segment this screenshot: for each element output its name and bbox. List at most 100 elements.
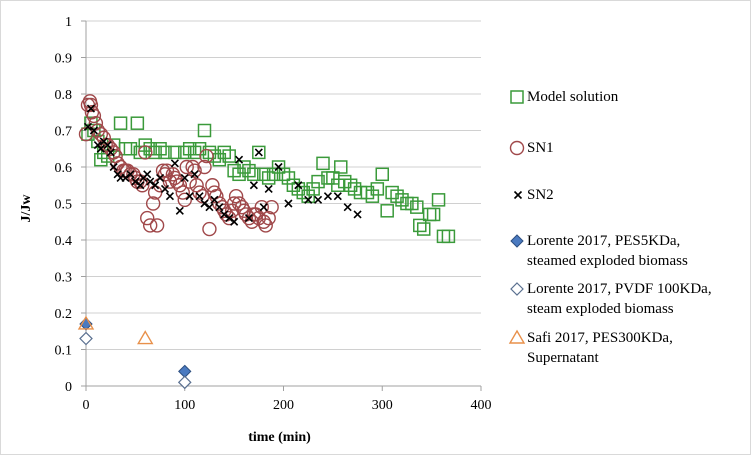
data-points bbox=[77, 94, 456, 390]
data-point bbox=[313, 195, 323, 204]
data-point bbox=[220, 210, 229, 219]
data-point bbox=[257, 167, 271, 182]
data-point bbox=[113, 116, 128, 130]
data-point bbox=[136, 181, 145, 190]
data-point bbox=[160, 184, 170, 193]
data-point bbox=[130, 116, 145, 130]
y-tick-label: 0.4 bbox=[55, 234, 73, 249]
data-point bbox=[187, 163, 202, 178]
data-point bbox=[212, 196, 227, 211]
data-point bbox=[189, 178, 204, 193]
data-point bbox=[162, 174, 178, 189]
data-point bbox=[149, 218, 165, 233]
axes bbox=[81, 20, 482, 391]
data-point bbox=[197, 159, 212, 175]
data-point bbox=[426, 207, 441, 222]
legend-entry-5: Safi 2017, PES300KDa, Supernatant bbox=[508, 329, 673, 366]
data-point bbox=[225, 214, 234, 223]
legend-marker bbox=[508, 329, 526, 344]
series-3 bbox=[79, 317, 192, 379]
data-point bbox=[145, 196, 161, 211]
data-point bbox=[365, 189, 380, 203]
y-tick-label: 1 bbox=[65, 15, 72, 30]
data-point bbox=[178, 145, 192, 160]
data-point bbox=[395, 193, 409, 207]
data-point bbox=[276, 167, 291, 182]
data-point bbox=[234, 155, 244, 164]
data-point bbox=[331, 178, 345, 192]
data-point bbox=[217, 145, 231, 160]
legend-entry-1: SN1 bbox=[509, 140, 554, 156]
legend-label: steamed exploded biomass bbox=[527, 253, 688, 269]
data-point bbox=[202, 221, 217, 237]
data-point bbox=[143, 170, 152, 179]
data-point bbox=[137, 330, 154, 345]
data-point bbox=[296, 185, 310, 200]
series-5 bbox=[77, 315, 154, 345]
x-tick-label: 0 bbox=[83, 398, 90, 413]
data-point bbox=[106, 148, 115, 157]
data-point bbox=[334, 160, 348, 174]
y-tick-label: 0.5 bbox=[55, 198, 73, 213]
data-point bbox=[123, 142, 138, 156]
data-point bbox=[271, 160, 286, 174]
data-point bbox=[175, 185, 190, 200]
data-point bbox=[431, 193, 446, 207]
data-point bbox=[274, 162, 283, 172]
data-point bbox=[109, 162, 118, 172]
legend-marker bbox=[513, 190, 523, 200]
data-point bbox=[215, 203, 224, 212]
legend-label: Lorente 2017, PES5KDa, bbox=[527, 233, 680, 249]
data-point bbox=[323, 192, 333, 201]
data-point bbox=[311, 174, 325, 189]
legend-marker bbox=[509, 140, 525, 156]
legend-marker bbox=[510, 90, 524, 104]
data-point bbox=[151, 181, 160, 190]
data-point bbox=[281, 171, 296, 185]
data-point bbox=[138, 138, 152, 152]
data-point bbox=[195, 192, 204, 201]
data-point bbox=[165, 192, 175, 201]
data-point bbox=[316, 156, 330, 171]
data-point bbox=[96, 130, 111, 146]
y-tick-label: 0.7 bbox=[55, 125, 73, 140]
legend-entry-2: SN2 bbox=[513, 187, 554, 203]
series-1 bbox=[78, 94, 279, 237]
data-point bbox=[232, 167, 246, 182]
data-point bbox=[205, 203, 214, 212]
data-point bbox=[333, 192, 342, 201]
data-point bbox=[221, 210, 237, 226]
data-point bbox=[200, 199, 209, 208]
data-point bbox=[140, 210, 155, 226]
data-point bbox=[180, 173, 189, 183]
tick-labels: 0 0.1 0.2 0.3 0.4 0.5 0.6 0.7 0.8 0.9 1 0 100 200 300 4… bbox=[55, 15, 492, 413]
data-point bbox=[231, 196, 247, 211]
data-point bbox=[192, 185, 207, 200]
data-point bbox=[146, 177, 155, 186]
data-point bbox=[94, 152, 108, 167]
data-point bbox=[190, 170, 199, 179]
data-point bbox=[261, 210, 276, 226]
data-point bbox=[142, 218, 158, 233]
data-point bbox=[86, 104, 96, 113]
data-point bbox=[405, 196, 419, 211]
data-point bbox=[227, 163, 241, 178]
data-point bbox=[413, 218, 427, 233]
legend-label: Model solution bbox=[527, 89, 619, 105]
data-point bbox=[343, 203, 352, 212]
x-tick-label: 400 bbox=[471, 398, 492, 413]
data-point bbox=[241, 210, 257, 226]
data-point bbox=[436, 229, 451, 244]
legend-entry-4: Lorente 2017, PVDF 100KDa, steam exploded… bbox=[510, 281, 712, 317]
data-point bbox=[207, 149, 222, 163]
data-point bbox=[177, 192, 192, 208]
legend-entry-0: Model solution bbox=[510, 89, 619, 105]
data-point bbox=[244, 214, 254, 223]
data-point bbox=[96, 144, 105, 153]
y-tick-label: 0 bbox=[65, 380, 72, 395]
data-point bbox=[158, 145, 172, 160]
data-point bbox=[247, 167, 261, 182]
data-point bbox=[237, 160, 251, 174]
y-tick-label: 0.8 bbox=[55, 88, 73, 103]
